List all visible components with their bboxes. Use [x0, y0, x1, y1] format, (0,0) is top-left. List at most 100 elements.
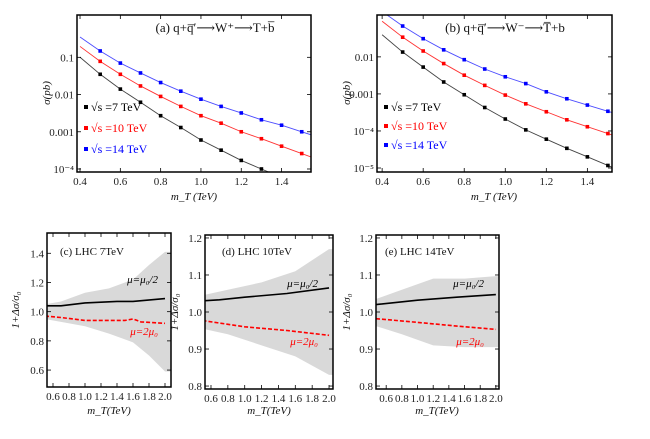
data-point: [441, 48, 446, 52]
data-point: [98, 72, 102, 77]
data-point: [503, 117, 508, 121]
x-tick-label: 1.0: [411, 393, 425, 405]
uncertainty-band: [376, 276, 499, 348]
series-annotation: μ=2μ₀: [455, 336, 484, 348]
data-point: [259, 136, 264, 141]
data-point: [585, 103, 590, 107]
data-point: [585, 124, 590, 129]
data-point: [299, 151, 304, 156]
y-tick-label: 1.2: [30, 277, 44, 289]
data-point: [606, 163, 610, 168]
data-point: [138, 71, 143, 75]
series-line-1: [381, 20, 612, 136]
data-point: [462, 92, 467, 97]
x-tick-label: 1.0: [194, 176, 208, 188]
y-tick-label: 1.4: [30, 248, 44, 260]
data-point: [565, 96, 569, 101]
series-line-1: [376, 317, 496, 331]
plot-area: [79, 36, 311, 172]
legend-marker: [384, 105, 388, 109]
data-point: [544, 137, 549, 141]
data-point: [239, 111, 244, 115]
x-tick-label: 1.0: [78, 391, 92, 403]
data-point: [421, 36, 425, 41]
x-tick-label: 0.6: [113, 176, 127, 188]
data-point: [441, 80, 446, 84]
series-line-0: [376, 293, 496, 306]
y-tick-label: 0.001: [349, 89, 374, 101]
y-axis-label: 1+Δσ/σ₀: [169, 293, 181, 330]
y-axis-label: 1+Δσ/σ₀: [341, 293, 353, 330]
x-tick-label: 0.6: [416, 176, 430, 188]
legend-marker: [84, 105, 88, 109]
x-tick-label: 1.2: [539, 176, 553, 188]
x-tick-label: 2.0: [489, 393, 503, 405]
y-tick-label: 0.6: [30, 365, 44, 377]
data-point: [118, 61, 123, 65]
legend-label: √s =7 TeV: [91, 100, 142, 114]
data-point: [523, 128, 528, 132]
x-tick-label: 1.8: [142, 391, 156, 403]
data-point: [400, 24, 405, 28]
panel-e: 0.6 0.8 1.0 1.2 1.4 1.6 1.8 2.00.80.91.01.11.2(…: [341, 233, 503, 417]
data-point: [482, 67, 487, 71]
legend-label: √s =10 TeV: [391, 119, 448, 133]
legend-marker: [384, 124, 388, 128]
chart-title: (a) q+q̅′⟶W⁺⟶T+b̅: [155, 20, 275, 35]
legend-label: √s =10 TeV: [91, 121, 148, 135]
x-tick-label: 1.4: [275, 176, 289, 188]
x-tick-label: 1.4: [272, 393, 286, 405]
data-point: [279, 123, 284, 128]
series-annotation: μ=μ₀/2: [286, 278, 318, 290]
data-point: [158, 94, 163, 99]
x-tick-label: 0.8: [457, 176, 471, 188]
data-point: [219, 121, 223, 125]
x-tick-label: 1.4: [442, 393, 456, 405]
y-tick-label: 1.1: [359, 270, 373, 282]
data-point: [98, 59, 102, 64]
data-point: [219, 104, 223, 109]
x-tick-label: 0.4: [375, 176, 389, 188]
data-point: [138, 100, 143, 105]
data-point: [544, 90, 549, 94]
x-tick-label: 0.8: [62, 391, 76, 403]
data-point: [118, 72, 123, 77]
x-tick-label: 0.6: [379, 393, 393, 405]
x-tick-label: 1.2: [426, 393, 440, 405]
data-point: [462, 73, 467, 78]
series-annotation: μ=2μ₀: [289, 336, 318, 348]
data-point: [523, 81, 528, 86]
x-tick-label: 1.4: [110, 391, 124, 403]
y-tick-label: 1.2: [188, 233, 202, 245]
y-tick-label: 0.8: [188, 381, 202, 393]
y-tick-label: 0.9: [188, 344, 202, 356]
series-annotation: μ=μ₀/2: [452, 278, 484, 290]
plot-frame: [376, 14, 613, 173]
y-tick-label: 10⁻⁵: [353, 163, 374, 175]
data-point: [219, 148, 223, 152]
y-tick-label: 10⁻⁴: [353, 126, 374, 138]
legend-marker: [84, 147, 88, 151]
data-point: [565, 146, 569, 151]
series-line-0: [205, 287, 330, 302]
chart-title: (d) LHC 10TeV: [222, 246, 292, 258]
data-point: [199, 97, 203, 101]
y-tick-label: 0.8: [359, 381, 373, 393]
x-tick-label: 0.4: [73, 176, 87, 188]
data-point: [178, 125, 183, 130]
data-point: [606, 131, 610, 136]
chart-title: (e) LHC 14TeV: [385, 246, 455, 258]
x-tick-label: 1.4: [580, 176, 594, 188]
series-annotation: μ=μ₀/2: [126, 274, 158, 286]
y-tick-label: 0.001: [49, 127, 74, 139]
panel-d: 0.6 0.8 1.0 1.2 1.4 1.6 1.8 2.00.80.91.01.11.2(…: [169, 233, 336, 417]
x-tick-label: 1.6: [458, 393, 472, 405]
data-point: [299, 129, 304, 134]
legend-label: √s =7 TeV: [391, 100, 442, 114]
data-point: [523, 102, 528, 106]
x-tick-label: 1.0: [498, 176, 512, 188]
y-axis-label: σ(pb): [41, 81, 53, 105]
data-point: [98, 49, 102, 53]
uncertainty-band: [47, 251, 171, 372]
y-tick-label: 1.0: [359, 307, 373, 319]
